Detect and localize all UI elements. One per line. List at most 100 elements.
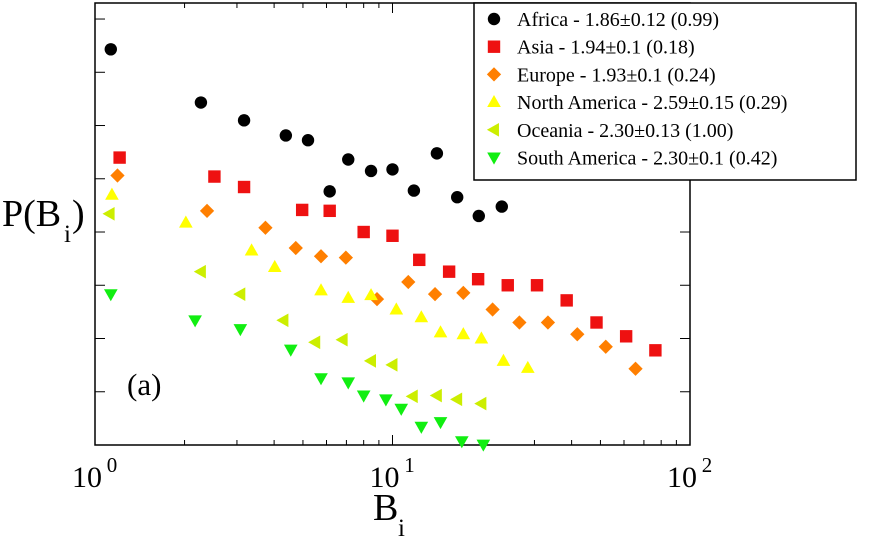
data-point bbox=[314, 283, 328, 296]
data-point bbox=[308, 335, 321, 350]
y-axis-label: P(B i ) bbox=[2, 193, 85, 248]
data-point bbox=[194, 96, 208, 109]
x-tick-label: 10 0 bbox=[72, 453, 117, 494]
data-point bbox=[323, 185, 336, 198]
svg-text:): ) bbox=[72, 193, 85, 235]
data-point bbox=[485, 302, 500, 317]
data-point bbox=[276, 313, 289, 328]
legend-label: North America - 2.59±0.15 (0.29) bbox=[517, 92, 787, 114]
data-point bbox=[199, 203, 215, 218]
series-6 bbox=[103, 289, 491, 452]
legend-label: South America - 2.30±0.1 (0.42) bbox=[517, 148, 777, 170]
data-point bbox=[413, 253, 426, 267]
data-point bbox=[188, 315, 202, 328]
data-point bbox=[471, 272, 485, 286]
data-point bbox=[244, 243, 259, 256]
data-point bbox=[430, 147, 444, 160]
legend-item: Oceania - 2.30±0.13 (1.00) bbox=[486, 120, 733, 142]
legend-item: Africa - 1.86±0.12 (0.99) bbox=[487, 9, 719, 31]
data-point bbox=[342, 153, 355, 166]
data-point bbox=[386, 229, 399, 242]
data-point bbox=[520, 360, 535, 373]
data-point bbox=[338, 250, 353, 265]
data-point bbox=[496, 353, 511, 366]
data-point bbox=[427, 287, 443, 302]
x-axis-label: B i bbox=[373, 487, 405, 542]
x-tick-label-exponent: 0 bbox=[107, 453, 118, 477]
legend-marker bbox=[487, 40, 501, 53]
data-point bbox=[454, 436, 469, 449]
data-point bbox=[414, 310, 429, 323]
series-4 bbox=[105, 187, 535, 373]
data-point bbox=[267, 259, 282, 272]
x-tick-label-base: 10 bbox=[72, 461, 102, 494]
svg-text:P(B: P(B bbox=[2, 193, 61, 235]
data-point bbox=[476, 439, 491, 452]
data-point bbox=[628, 361, 643, 376]
x-tick-label: 10 2 bbox=[667, 453, 712, 494]
data-point bbox=[301, 134, 315, 147]
data-point bbox=[394, 403, 409, 416]
data-point bbox=[433, 417, 448, 430]
legend-marker bbox=[487, 94, 501, 108]
data-point bbox=[288, 240, 303, 256]
data-point bbox=[279, 129, 293, 142]
data-point bbox=[501, 279, 514, 292]
plot-points bbox=[102, 43, 662, 452]
data-point bbox=[208, 170, 221, 183]
data-point bbox=[619, 330, 633, 343]
x-tick-label-base: 10 bbox=[667, 461, 697, 494]
series-2 bbox=[113, 151, 662, 357]
data-point bbox=[456, 327, 471, 340]
data-point bbox=[442, 265, 456, 278]
legend-marker bbox=[486, 67, 502, 82]
data-point bbox=[102, 206, 115, 221]
svg-text:i: i bbox=[398, 515, 405, 542]
data-point bbox=[237, 114, 251, 127]
series-5 bbox=[102, 206, 487, 411]
data-point bbox=[530, 279, 544, 292]
data-point bbox=[649, 344, 662, 357]
data-point bbox=[429, 388, 442, 403]
data-point bbox=[233, 287, 246, 301]
data-point bbox=[598, 339, 613, 354]
legend-item: South America - 2.30±0.1 (0.42) bbox=[487, 148, 777, 170]
legend-label: Oceania - 2.30±0.13 (1.00) bbox=[517, 120, 733, 142]
legend-item: Europe - 1.93±0.1 (0.24) bbox=[486, 64, 716, 86]
data-point bbox=[113, 151, 126, 164]
svg-text:i: i bbox=[64, 221, 71, 248]
data-point bbox=[385, 358, 398, 372]
data-point bbox=[379, 394, 393, 407]
data-point bbox=[495, 200, 508, 213]
svg-text:B: B bbox=[373, 487, 398, 529]
data-point bbox=[414, 421, 429, 434]
data-point bbox=[407, 184, 421, 197]
series-1 bbox=[104, 43, 508, 223]
data-point bbox=[389, 302, 404, 315]
data-point bbox=[512, 315, 527, 330]
data-point bbox=[364, 288, 378, 301]
panel-label: (a) bbox=[127, 367, 161, 402]
data-point bbox=[193, 264, 206, 279]
data-point bbox=[103, 289, 118, 302]
data-point bbox=[314, 373, 328, 386]
data-point bbox=[258, 220, 273, 235]
data-point bbox=[401, 274, 416, 290]
data-point bbox=[540, 315, 556, 330]
data-point bbox=[472, 209, 485, 223]
x-tick-label-exponent: 1 bbox=[404, 453, 415, 477]
data-point bbox=[364, 164, 378, 178]
data-point bbox=[237, 180, 251, 194]
legend-item: North America - 2.59±0.15 (0.29) bbox=[487, 92, 787, 114]
data-point bbox=[179, 215, 193, 228]
data-point bbox=[450, 392, 463, 407]
data-point bbox=[341, 290, 356, 303]
data-point bbox=[341, 377, 356, 390]
data-point bbox=[295, 203, 309, 217]
data-point bbox=[283, 344, 298, 357]
data-point bbox=[451, 191, 464, 204]
x-tick-label-base: 10 bbox=[370, 461, 400, 494]
x-tick-label: 10 1 bbox=[370, 453, 415, 494]
series-3 bbox=[110, 168, 643, 376]
